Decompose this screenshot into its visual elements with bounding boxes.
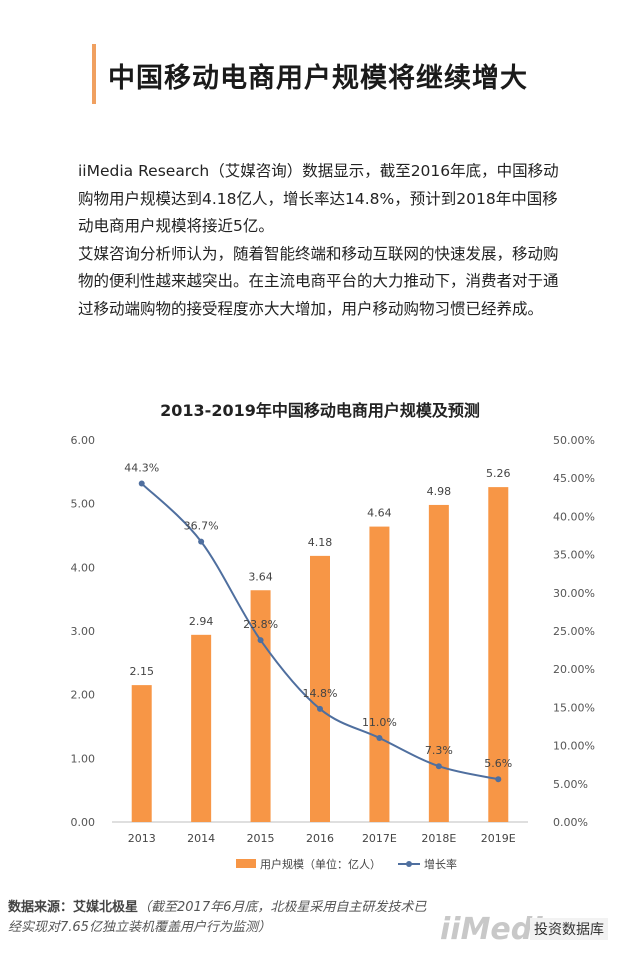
y-left-tick-label: 1.00 [71, 752, 96, 765]
bar [310, 555, 330, 822]
growth-rate-label: 44.3% [124, 462, 159, 475]
bar-value-label: 5.26 [486, 467, 511, 480]
y-right-tick-label: 25.00% [553, 625, 595, 638]
page-title: 中国移动电商用户规模将继续增大 [108, 63, 528, 94]
y-right-tick-label: 5.00% [553, 778, 588, 791]
y-right-tick-label: 35.00% [553, 549, 595, 562]
bar-value-label: 2.15 [129, 665, 154, 678]
legend-line-label: 增长率 [424, 857, 457, 871]
user-scale-chart: 2013-2019年中国移动电商用户规模及预测 0.00 1.00 2.00 3.00 4… [71, 401, 595, 871]
y-left-tick-label: 2.00 [71, 689, 96, 702]
source-note: （截至2017年6月底，北极星采用自主研发技术已经实现对7.65亿独立装机覆盖用… [8, 900, 427, 935]
x-tick-label: 2016 [306, 832, 334, 845]
x-tick-label: 2018E [421, 832, 456, 845]
growth-rate-point [317, 705, 323, 712]
bar [369, 526, 390, 822]
intro-text: iiMedia Research（艾媒咨询）数据显示，截至2016年底，中国移动… [78, 158, 568, 323]
bar [191, 634, 212, 822]
growth-rate-point [376, 734, 383, 741]
y-left-tick-label: 4.00 [71, 561, 96, 574]
wechat-account-name: 投资数据库 [530, 918, 608, 940]
y-right-tick-label: 10.00% [553, 740, 595, 753]
x-tick-label: 2013 [128, 832, 156, 845]
x-tick-label: 2015 [247, 832, 275, 845]
data-source: 数据来源：艾媒北极星（截至2017年6月底，北极星采用自主研发技术已经实现对7.… [8, 898, 438, 938]
growth-rate-label: 5.6% [484, 757, 512, 770]
growth-rate-label: 7.3% [425, 744, 453, 757]
y-right-tick-label: 30.00% [553, 587, 595, 600]
source-label: 数据来源：艾媒北极星 [8, 900, 139, 915]
x-tick-label: 2019E [481, 832, 516, 845]
growth-rate-label: 14.8% [303, 687, 338, 700]
y-right-tick-label: 50.00% [553, 434, 595, 447]
bar [428, 504, 449, 822]
growth-rate-label: 11.0% [362, 716, 397, 729]
y-left-tick-label: 0.00 [71, 816, 96, 829]
growth-rate-point [495, 776, 502, 783]
bar-value-label: 4.98 [427, 485, 452, 498]
growth-rate-label: 36.7% [184, 520, 219, 533]
bar-value-label: 4.64 [367, 507, 392, 520]
x-tick-label: 2014 [187, 832, 215, 845]
bar-value-label: 3.64 [248, 570, 273, 583]
growth-rate-point [435, 763, 442, 770]
chart-title: 2013-2019年中国移动电商用户规模及预测 [160, 401, 480, 420]
y-right-tick-label: 45.00% [553, 472, 595, 485]
y-right-tick-label: 15.00% [553, 701, 595, 714]
title-accent-bar [92, 44, 96, 104]
y-right-tick-label: 0.00% [553, 816, 588, 829]
growth-rate-point [198, 538, 205, 545]
bar-value-label: 4.18 [308, 536, 333, 549]
growth-rate-point [257, 637, 264, 644]
bar [131, 685, 152, 822]
bar [488, 487, 509, 822]
legend-bar-label: 用户规模（单位：亿人） [260, 857, 381, 871]
legend-line-marker [406, 861, 412, 867]
x-tick-label: 2017E [362, 832, 397, 845]
y-left-tick-label: 3.00 [71, 625, 96, 638]
y-right-tick-label: 40.00% [553, 510, 595, 523]
growth-rate-point [138, 480, 145, 487]
intro-paragraph-1: iiMedia Research（艾媒咨询）数据显示，截至2016年底，中国移动… [78, 162, 559, 235]
bar-value-label: 2.94 [189, 615, 214, 628]
legend-bar-swatch [236, 859, 256, 868]
y-right-tick-label: 20.00% [553, 663, 595, 676]
intro-paragraph-2: 艾媒咨询分析师认为，随着智能终端和移动互联网的快速发展，移动购物的便利性越来越突… [78, 244, 559, 318]
growth-rate-label: 23.8% [243, 618, 278, 631]
y-left-tick-label: 5.00 [71, 498, 96, 511]
y-left-tick-label: 6.00 [71, 434, 96, 447]
